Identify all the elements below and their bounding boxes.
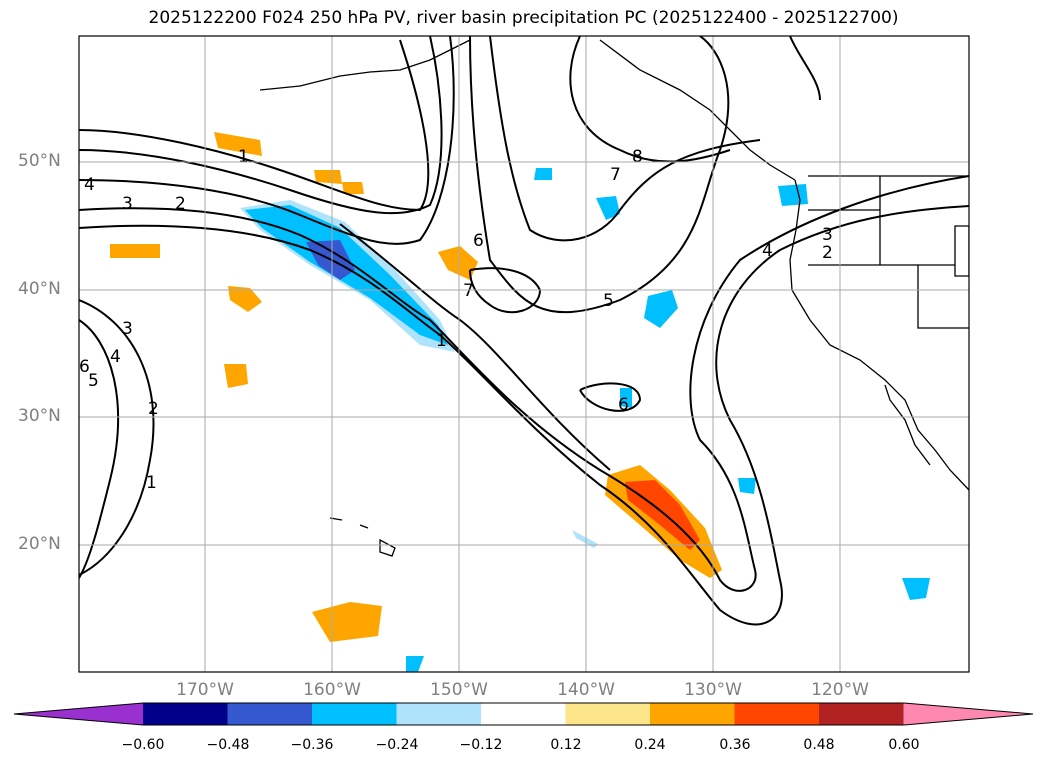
pv-contour — [569, 36, 731, 163]
contour-label: 1 — [238, 147, 249, 167]
pv-contour — [79, 299, 155, 576]
lat-label: 30°N — [18, 406, 61, 426]
contour-label: 5 — [603, 291, 614, 311]
negative-blob — [620, 388, 632, 408]
contour-label: 3 — [122, 194, 133, 214]
lat-label: 50°N — [18, 151, 61, 171]
contour-label: 4 — [110, 347, 121, 367]
positive-blob — [314, 170, 342, 184]
contour-label: 7 — [463, 281, 474, 301]
contour-label: 8 — [632, 147, 643, 167]
colorbar-tick: −0.24 — [375, 737, 419, 753]
colorbar-segment — [312, 703, 397, 725]
graticule — [79, 36, 969, 672]
contour-label: 1 — [436, 331, 447, 351]
negative-blob — [738, 478, 756, 494]
pv-contour — [79, 319, 120, 579]
colorbar-tick: 0.60 — [888, 737, 920, 753]
positive-blob — [110, 244, 160, 258]
contour-label: 7 — [610, 165, 621, 185]
colorbar-segment — [650, 703, 735, 725]
contour-label: 6 — [79, 357, 90, 377]
hawaii-islands — [329, 517, 396, 557]
colorbar-segment — [481, 703, 566, 725]
negative-blob — [534, 168, 552, 180]
colorbar-segment — [734, 703, 820, 725]
alaska-coast — [259, 39, 471, 91]
pv-contour — [79, 36, 443, 215]
negative-blob — [572, 530, 598, 548]
lat-label: 20°N — [18, 534, 61, 554]
contour-label: 1 — [146, 473, 157, 493]
colorbar-tick: 0.48 — [803, 737, 835, 753]
contour-label: 2 — [175, 194, 186, 214]
pv-contour — [579, 382, 642, 412]
lon-label: 120°W — [811, 680, 869, 700]
colorbar-extend-low — [14, 703, 143, 725]
contour-label: 4 — [84, 175, 95, 195]
contour-label: 6 — [618, 395, 629, 415]
state-borders — [808, 176, 969, 329]
colorbar-segment — [819, 703, 904, 725]
positive-blob — [214, 132, 262, 156]
positive-blob — [312, 602, 382, 642]
colorbar-tick: −0.36 — [290, 737, 334, 753]
pv-contour — [79, 205, 969, 626]
colorbar-segment — [396, 703, 482, 725]
pv-contour — [789, 36, 821, 101]
contour-label: 4 — [762, 241, 773, 261]
lon-label: 170°W — [176, 680, 234, 700]
pv-contour — [339, 223, 611, 471]
precip-anomaly-shading — [110, 132, 930, 672]
lon-label: 150°W — [430, 680, 488, 700]
colorbar-tick: 0.12 — [550, 737, 582, 753]
colorbar-tick: −0.48 — [206, 737, 250, 753]
negative-blob — [778, 184, 808, 206]
map-title: 2025122200 F024 250 hPa PV, river basin … — [148, 8, 899, 28]
negative-blob — [902, 578, 930, 600]
colorbar-tick: 0.24 — [634, 737, 666, 753]
colorbar-segment — [565, 703, 651, 725]
colorbar-segment — [227, 703, 313, 725]
positive-blob — [342, 182, 364, 194]
west-coast — [789, 179, 969, 491]
lon-label: 130°W — [684, 680, 742, 700]
colorbar-segment — [143, 703, 228, 725]
colorbar-tick: 0.36 — [719, 737, 751, 753]
positive-blob — [228, 286, 262, 312]
pv-contour — [79, 175, 969, 592]
positive-blob — [438, 246, 478, 280]
negative-blob — [406, 656, 424, 672]
contour-label: 2 — [822, 243, 833, 263]
contour-label: 6 — [473, 231, 484, 251]
baja-coast — [884, 384, 931, 466]
pv-contours — [79, 36, 969, 626]
colorbar-outline — [13, 702, 1034, 726]
map-panel: 1 2 3 4 6 7 5 7 8 4 3 2 1 3 4 5 6 2 1 6 — [78, 35, 970, 673]
contour-label: 5 — [88, 371, 99, 391]
positive-blob — [224, 364, 248, 388]
negative-blob — [644, 290, 678, 328]
pv-contour — [79, 39, 430, 212]
contour-label: 3 — [822, 225, 833, 245]
lon-label: 140°W — [557, 680, 615, 700]
negative-blob — [596, 196, 620, 220]
lon-label: 160°W — [303, 680, 361, 700]
contour-label: 3 — [122, 319, 133, 339]
pv-contour — [489, 36, 761, 242]
map-frame — [78, 35, 970, 673]
lat-label: 40°N — [18, 279, 61, 299]
colorbar-tick: −0.12 — [459, 737, 503, 753]
contour-labels: 1 2 3 4 6 7 5 7 8 4 3 2 1 3 4 5 6 2 1 6 — [79, 147, 833, 493]
colorbar-extend-high — [903, 703, 1033, 725]
colorbar-tick: −0.60 — [121, 737, 165, 753]
contour-label: 2 — [148, 399, 159, 419]
pv-contour — [79, 36, 455, 245]
pv-contour — [469, 36, 730, 314]
